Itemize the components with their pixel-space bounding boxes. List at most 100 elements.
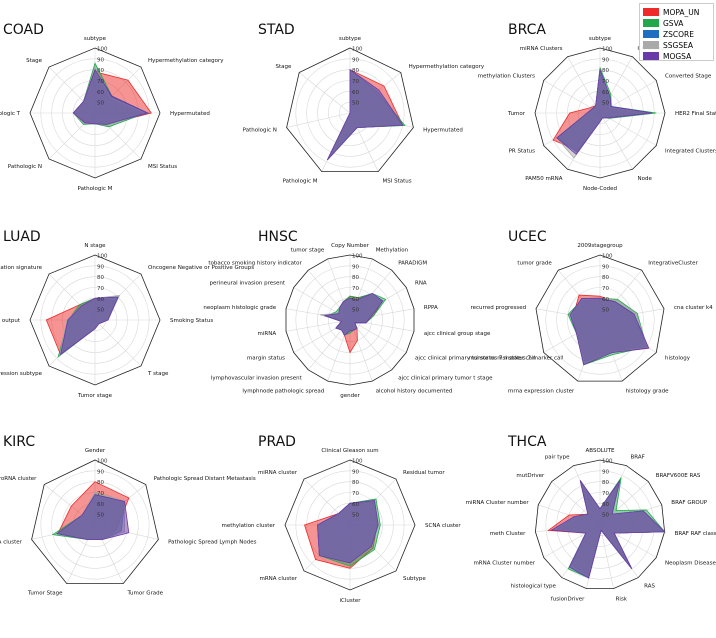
- axis-label: histology: [665, 356, 691, 362]
- axis-label: histology grade: [626, 389, 669, 395]
- tick-label: 60: [602, 90, 609, 96]
- axis-label: 2009stagegroup: [577, 243, 623, 249]
- axis-label: Gender: [85, 448, 106, 454]
- axis-label: Node-Coded: [583, 186, 617, 192]
- axis-label: Residual tumor: [403, 470, 445, 476]
- series-mogsa: [324, 292, 384, 336]
- legend-item-gsva: GSVA: [643, 18, 683, 28]
- tick-label: 80: [602, 480, 609, 486]
- axis-label: Pathologic M: [283, 179, 318, 185]
- tick-label: 100: [602, 47, 613, 53]
- axis-label: RNA: [415, 281, 427, 287]
- tick-label: 80: [97, 68, 104, 74]
- legend-label: MOPA_UN: [663, 7, 700, 17]
- axis-label: pair type: [545, 455, 570, 461]
- radar-frame: [535, 254, 665, 382]
- tick-label: 80: [352, 480, 359, 486]
- legend-item-mopa-un: MOPA_UN: [643, 7, 699, 17]
- axis-label: BRAF GROUP: [671, 500, 707, 506]
- legend-item-ssgsea: SSGSEA: [643, 40, 693, 50]
- legend-swatch: [643, 30, 659, 38]
- tick-label: 80: [602, 275, 609, 281]
- tick-label: 100: [97, 47, 108, 53]
- axis-label: HER2 Final Status: [675, 111, 716, 117]
- radar-panel-brca: 5060708090100subtypeCN ClustersConverted…: [478, 22, 716, 192]
- axis-label: Integrated Clusters with PAM50: [665, 149, 716, 155]
- radar-panel-luad: 50 60 70 80 90 100 N stage Oncogene Negative or…: [0, 229, 254, 399]
- tick-label: 70: [97, 79, 104, 85]
- tick-label: 70: [602, 491, 609, 497]
- radar-panel-stad: 50 60 70 80 90 100 subtype Hypermethylation cat…: [243, 22, 485, 185]
- tick-label: 70: [352, 286, 359, 292]
- axis-label: ajcc clinical group stage: [424, 331, 491, 337]
- legend-label: SSGSEA: [663, 40, 693, 50]
- axis-label: lymphnode pathologic spread: [242, 389, 324, 395]
- axis-label: ajcc clinical primary tumor t stage: [398, 376, 493, 382]
- axis-label: N stage: [84, 243, 106, 249]
- axis-label: margin status: [247, 356, 285, 362]
- axis-label: msi status 7 marker call: [469, 356, 536, 362]
- axis-label: BRAFV600E RAS: [656, 473, 701, 479]
- axis-label: lymphovascular invasion present: [211, 376, 303, 382]
- axis-label: expression subtype: [0, 371, 43, 377]
- tick-label: 100: [97, 459, 108, 465]
- tick-label: 80: [97, 480, 104, 486]
- radar-panel-prad: 50 60 70 80 90 100 Clinical Gleason sum Residua…: [221, 434, 461, 604]
- axis-label: Stage: [26, 58, 43, 64]
- tick-label: 90: [602, 469, 609, 475]
- axis-label: Subtype: [403, 576, 426, 582]
- tick-label: 90: [352, 264, 359, 270]
- tick-label: 70: [97, 491, 104, 497]
- grid-spoke: [599, 112, 633, 170]
- grid-spoke: [285, 319, 351, 332]
- axis-label: Tumor Stage: [27, 591, 63, 597]
- axis-label: tobacco smoking history indicator: [208, 261, 302, 267]
- axis-label: meth Cluster: [490, 531, 526, 537]
- axis-label: ABSOLUTE: [586, 448, 615, 454]
- axis-label: CLUSTER output: [0, 318, 21, 324]
- axis-label: Tumor: [507, 111, 526, 117]
- axis-label: PR Status: [509, 149, 536, 155]
- axis-label: BRAF: [631, 455, 645, 461]
- axis-label: methylation cluster: [221, 523, 275, 529]
- legend-label: MOGSA: [663, 51, 692, 61]
- axis-label: SCNA cluster: [425, 523, 461, 529]
- grid-spoke: [94, 319, 142, 367]
- axis-label: mRNA Cluster number: [473, 561, 535, 567]
- legend-label: ZSCORE: [663, 29, 694, 39]
- tick-label: 80: [352, 68, 359, 74]
- axis-label: miRNA Clusters: [520, 46, 563, 52]
- series-mogsa: [556, 69, 653, 155]
- grid-spoke: [286, 112, 351, 128]
- grid-spoke: [567, 56, 601, 114]
- legend-swatch: [643, 8, 659, 16]
- panel-title: STAD: [258, 22, 295, 38]
- radar-frame: [534, 459, 666, 589]
- tick-label: 60: [352, 297, 359, 303]
- tick-label: 100: [352, 459, 363, 465]
- tick-label: 50: [352, 513, 359, 519]
- panel-title: PRAD: [258, 434, 296, 450]
- axis-label: methylation signature: [0, 265, 43, 271]
- axis-label: Hypermethylation category: [148, 58, 224, 64]
- axis-label: iCluster: [339, 598, 361, 604]
- axis-label: Smoking Status: [170, 318, 213, 324]
- panel-title: LUAD: [3, 229, 41, 245]
- axis-label: Methylation: [376, 248, 409, 254]
- radar-panel-hnsc: 50 60 70 80 90 100 Copy Number Methylation PARAD…: [203, 229, 563, 399]
- axis-label: subtype: [84, 36, 107, 42]
- tick-label: 50: [97, 101, 104, 107]
- tick-label: 70: [602, 286, 609, 292]
- tick-label: 50: [97, 513, 104, 519]
- tick-label: 80: [352, 275, 359, 281]
- radar-frame: [286, 47, 414, 173]
- axis-label: Stage: [275, 64, 292, 70]
- axis-label: MSI Status: [148, 164, 177, 170]
- axis-label: mutDriver: [516, 473, 545, 479]
- tick-label: 60: [97, 90, 104, 96]
- legend-swatch: [643, 41, 659, 49]
- radar-frame: [534, 47, 666, 179]
- axis-label: perineural invasion present: [210, 281, 286, 287]
- axis-label: IntegrativeCluster: [648, 261, 698, 267]
